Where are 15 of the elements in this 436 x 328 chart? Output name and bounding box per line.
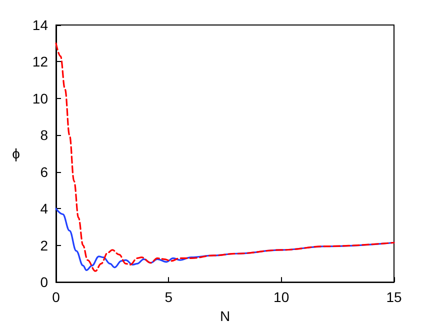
x-tick-label: 0 bbox=[52, 289, 60, 306]
x-tick-label: 10 bbox=[274, 289, 290, 306]
y-tick-label: 0 bbox=[40, 274, 48, 290]
x-tick-label: 5 bbox=[164, 289, 173, 306]
y-tick-label: 14 bbox=[32, 17, 48, 33]
y-tick-label: 12 bbox=[32, 54, 48, 70]
x-axis-title: N bbox=[220, 308, 230, 324]
line-series bbox=[55, 42, 395, 272]
y-tick-label: 8 bbox=[40, 127, 48, 144]
y-axis-title: ϕ bbox=[12, 146, 20, 162]
y-tick-label: 2 bbox=[40, 237, 48, 254]
y-tick-label: 4 bbox=[40, 200, 48, 217]
x-tick-label: 15 bbox=[386, 289, 402, 306]
y-tick-label: 6 bbox=[40, 164, 48, 180]
y-tick-label: 10 bbox=[32, 90, 48, 106]
